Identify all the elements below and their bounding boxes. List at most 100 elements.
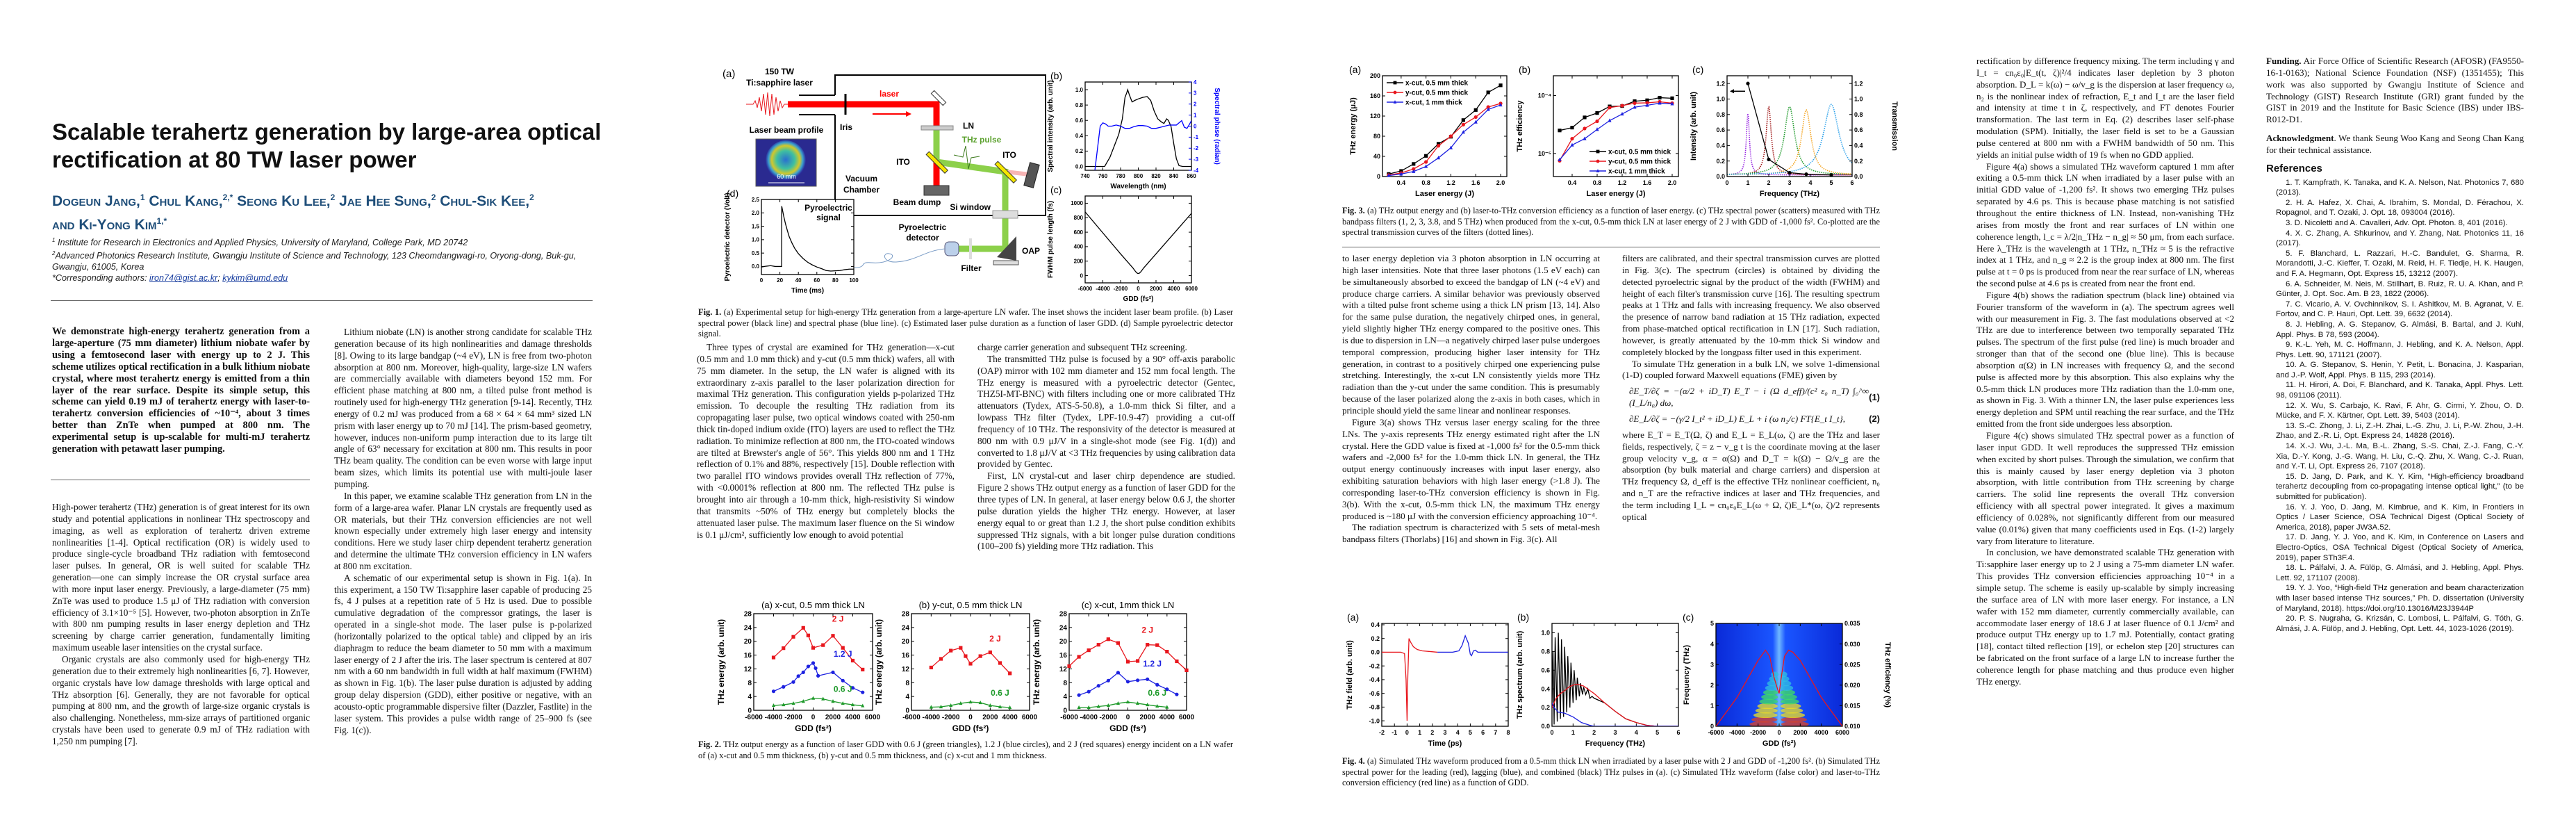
figure-3a-chart: 0.4 0.8 1.2 1.6 2.0 0 40 80 120 160 200 x-cut, 0.5 … (1349, 64, 1508, 198)
data-point (861, 667, 865, 672)
x-tick-label: 4000 (845, 714, 861, 721)
y-tick-label: 24 (902, 624, 910, 632)
y-tick-label: 200 (1074, 259, 1084, 265)
paragraph: First, LN crystal-cut and laser chirp de… (977, 471, 1235, 552)
series-line (1552, 683, 1678, 726)
email-link[interactable]: iron74@gist.ac.kr (149, 273, 218, 284)
reference-item: 6. A. Schneider, M. Neis, M. Stillhart, … (2276, 279, 2524, 299)
y-tick-label: 8 (748, 680, 752, 687)
data-point (1596, 159, 1600, 163)
y-tick-label: 28 (1059, 611, 1068, 619)
y-tick-label: 4 (1710, 641, 1714, 648)
data-point (1658, 101, 1662, 105)
body-column-2: Lithium niobate (LN) is another strong c… (334, 327, 592, 737)
series-line (1085, 88, 1191, 167)
plot-area (1085, 196, 1191, 283)
data-point (968, 699, 973, 704)
x-axis-label: GDD (fs²) (1762, 739, 1797, 748)
x-tick-label: 0 (1405, 729, 1409, 736)
data-point (978, 654, 982, 658)
detector-label: Pyroelectric (899, 222, 947, 232)
caption-text: (a) Simulated THz waveform produced from… (1342, 756, 1880, 788)
equation: ∂E_L/∂ζ = −(γ/2 I_t² + iD_L) E_L + i (ω … (1629, 413, 1846, 424)
series-line (1382, 638, 1438, 721)
data-point (771, 689, 776, 694)
x-tick-label: -4000 (1729, 729, 1745, 736)
y-axis-label: Frequency (THz) (1683, 645, 1691, 705)
data-point (1087, 705, 1091, 710)
data-point (811, 661, 816, 665)
data-point (939, 704, 943, 709)
oap-mirror-icon (997, 236, 1016, 261)
data-point (791, 680, 795, 684)
data-point (1077, 655, 1081, 659)
data-point (1116, 641, 1121, 645)
data-point (782, 702, 786, 707)
y-tick-label: 5 (1710, 620, 1714, 627)
ito-label: ITO (1002, 150, 1016, 160)
author-affil-mark: 2 (431, 193, 436, 202)
email-link[interactable]: kykim@umd.edu (222, 273, 288, 284)
x-tick-label: -4000 (1080, 714, 1098, 721)
y-tick-label: 0.8 (1541, 648, 1550, 655)
equation: ∂E_T/∂ζ = −(α/2 + iD_T) E_T − i (Ω d_eff… (1629, 386, 1869, 409)
y2-axis-label: Spectral phase (radian) (1213, 88, 1221, 165)
y-axis-label: THz energy (arb. unit) (1032, 619, 1041, 705)
author-name: Dogeun Jang, (52, 193, 140, 209)
y2-tick-label: 1 (1194, 112, 1197, 118)
y-tick-label: 2.5 (752, 197, 760, 203)
data-point (1096, 643, 1100, 647)
y2-tick-label: 2 (1194, 101, 1197, 108)
y-tick-label: 12 (744, 666, 752, 673)
y-tick-label: -0.8 (1369, 704, 1380, 711)
y-tick-label: -0.2 (1369, 662, 1380, 669)
y-tick-label: 80 (1373, 133, 1380, 140)
mirror-icon (930, 90, 947, 106)
data-point (949, 703, 953, 708)
figure-4b-chart: 0 1 2 3 4 5 6 0.0 0.2 0.4 0.6 0.8 1.0 Frequency (THz)… (1516, 612, 1681, 748)
ito-window-icon (925, 151, 948, 174)
data-point (1399, 172, 1403, 176)
x-axis-label: Laser energy (J) (1587, 190, 1646, 198)
figure-1d-pyroelectric-signal: 0 20 40 60 80 100 0.0 0.5 1.0 1.5 2.0 2.5 Pyroelectr… (724, 188, 859, 295)
x-axis-label: Wavelength (nm) (1110, 183, 1166, 190)
y-tick-label: 12 (1059, 666, 1068, 673)
x-tick-label: 1.6 (1471, 179, 1480, 186)
series-line (930, 647, 1011, 674)
leaked-laser-beam (1005, 170, 1030, 177)
x-tick-label: -6000 (902, 714, 920, 721)
data-point (1498, 102, 1503, 107)
figure-1b-laser-spectrum: 740 760 780 800 820 840 860 0.0 0.2 0.4 0.6 0.8 1.0 -… (1047, 70, 1221, 190)
series-label: 0.6 J (1148, 688, 1166, 698)
data-point (1175, 692, 1179, 696)
reference-item: 13. S.-C. Zhong, J. Li, Z.-H. Zhai, L.-G… (2276, 421, 2524, 441)
paragraph: Figure 3(a) shows THz versus laser energ… (1342, 416, 1600, 521)
paragraph: In this paper, we examine scalable THz g… (334, 490, 592, 571)
y2-tick-label: -2 (1194, 145, 1199, 152)
data-point (1570, 136, 1574, 141)
x-axis-label: Time (ms) (791, 287, 824, 295)
plot-area (1552, 623, 1678, 726)
reference-item: 3. D. Nicoletti and A. Cavalleri, Adv. O… (2286, 218, 2508, 227)
data-point (959, 701, 963, 705)
y-tick-label: 0.8 (1075, 102, 1084, 108)
reference-list: 1. T. Kampfrath, K. Tanaka, and K. A. Ne… (2266, 178, 2524, 635)
data-point (1583, 115, 1587, 120)
x-tick-label: 0 (1550, 729, 1553, 736)
data-point (1087, 648, 1091, 653)
data-point (1399, 169, 1403, 173)
y2-tick-label: 0.020 (1844, 682, 1860, 689)
x-tick-label: -4000 (765, 714, 783, 721)
data-point (811, 696, 816, 700)
y2-tick-label: 0.010 (1844, 723, 1860, 730)
y-tick-label: 200 (1370, 72, 1380, 79)
figure-4a-chart: -2 -1 0 1 2 3 4 5 6 7 8 -1.0 -0.8 -0.6 -0.4 -0.2 0.0 0.2 0… (1346, 612, 1510, 748)
beam-dump-icon (1023, 162, 1040, 188)
vacuum-chamber-label: Chamber (843, 185, 880, 195)
y2-tick-label: 1.0 (1854, 96, 1863, 103)
figure-3c-chart: 0 1 2 3 4 5 60.00.20.40.60.81.01.20.00.20.40.6… (1690, 64, 1899, 198)
reference-item: 18. L. Pálfalvi, J. A. Fülöp, G. Almási,… (2276, 564, 2524, 582)
heatmap-band (1781, 703, 1801, 709)
data-point (1461, 118, 1465, 122)
y-tick-label: 0 (1710, 723, 1714, 730)
